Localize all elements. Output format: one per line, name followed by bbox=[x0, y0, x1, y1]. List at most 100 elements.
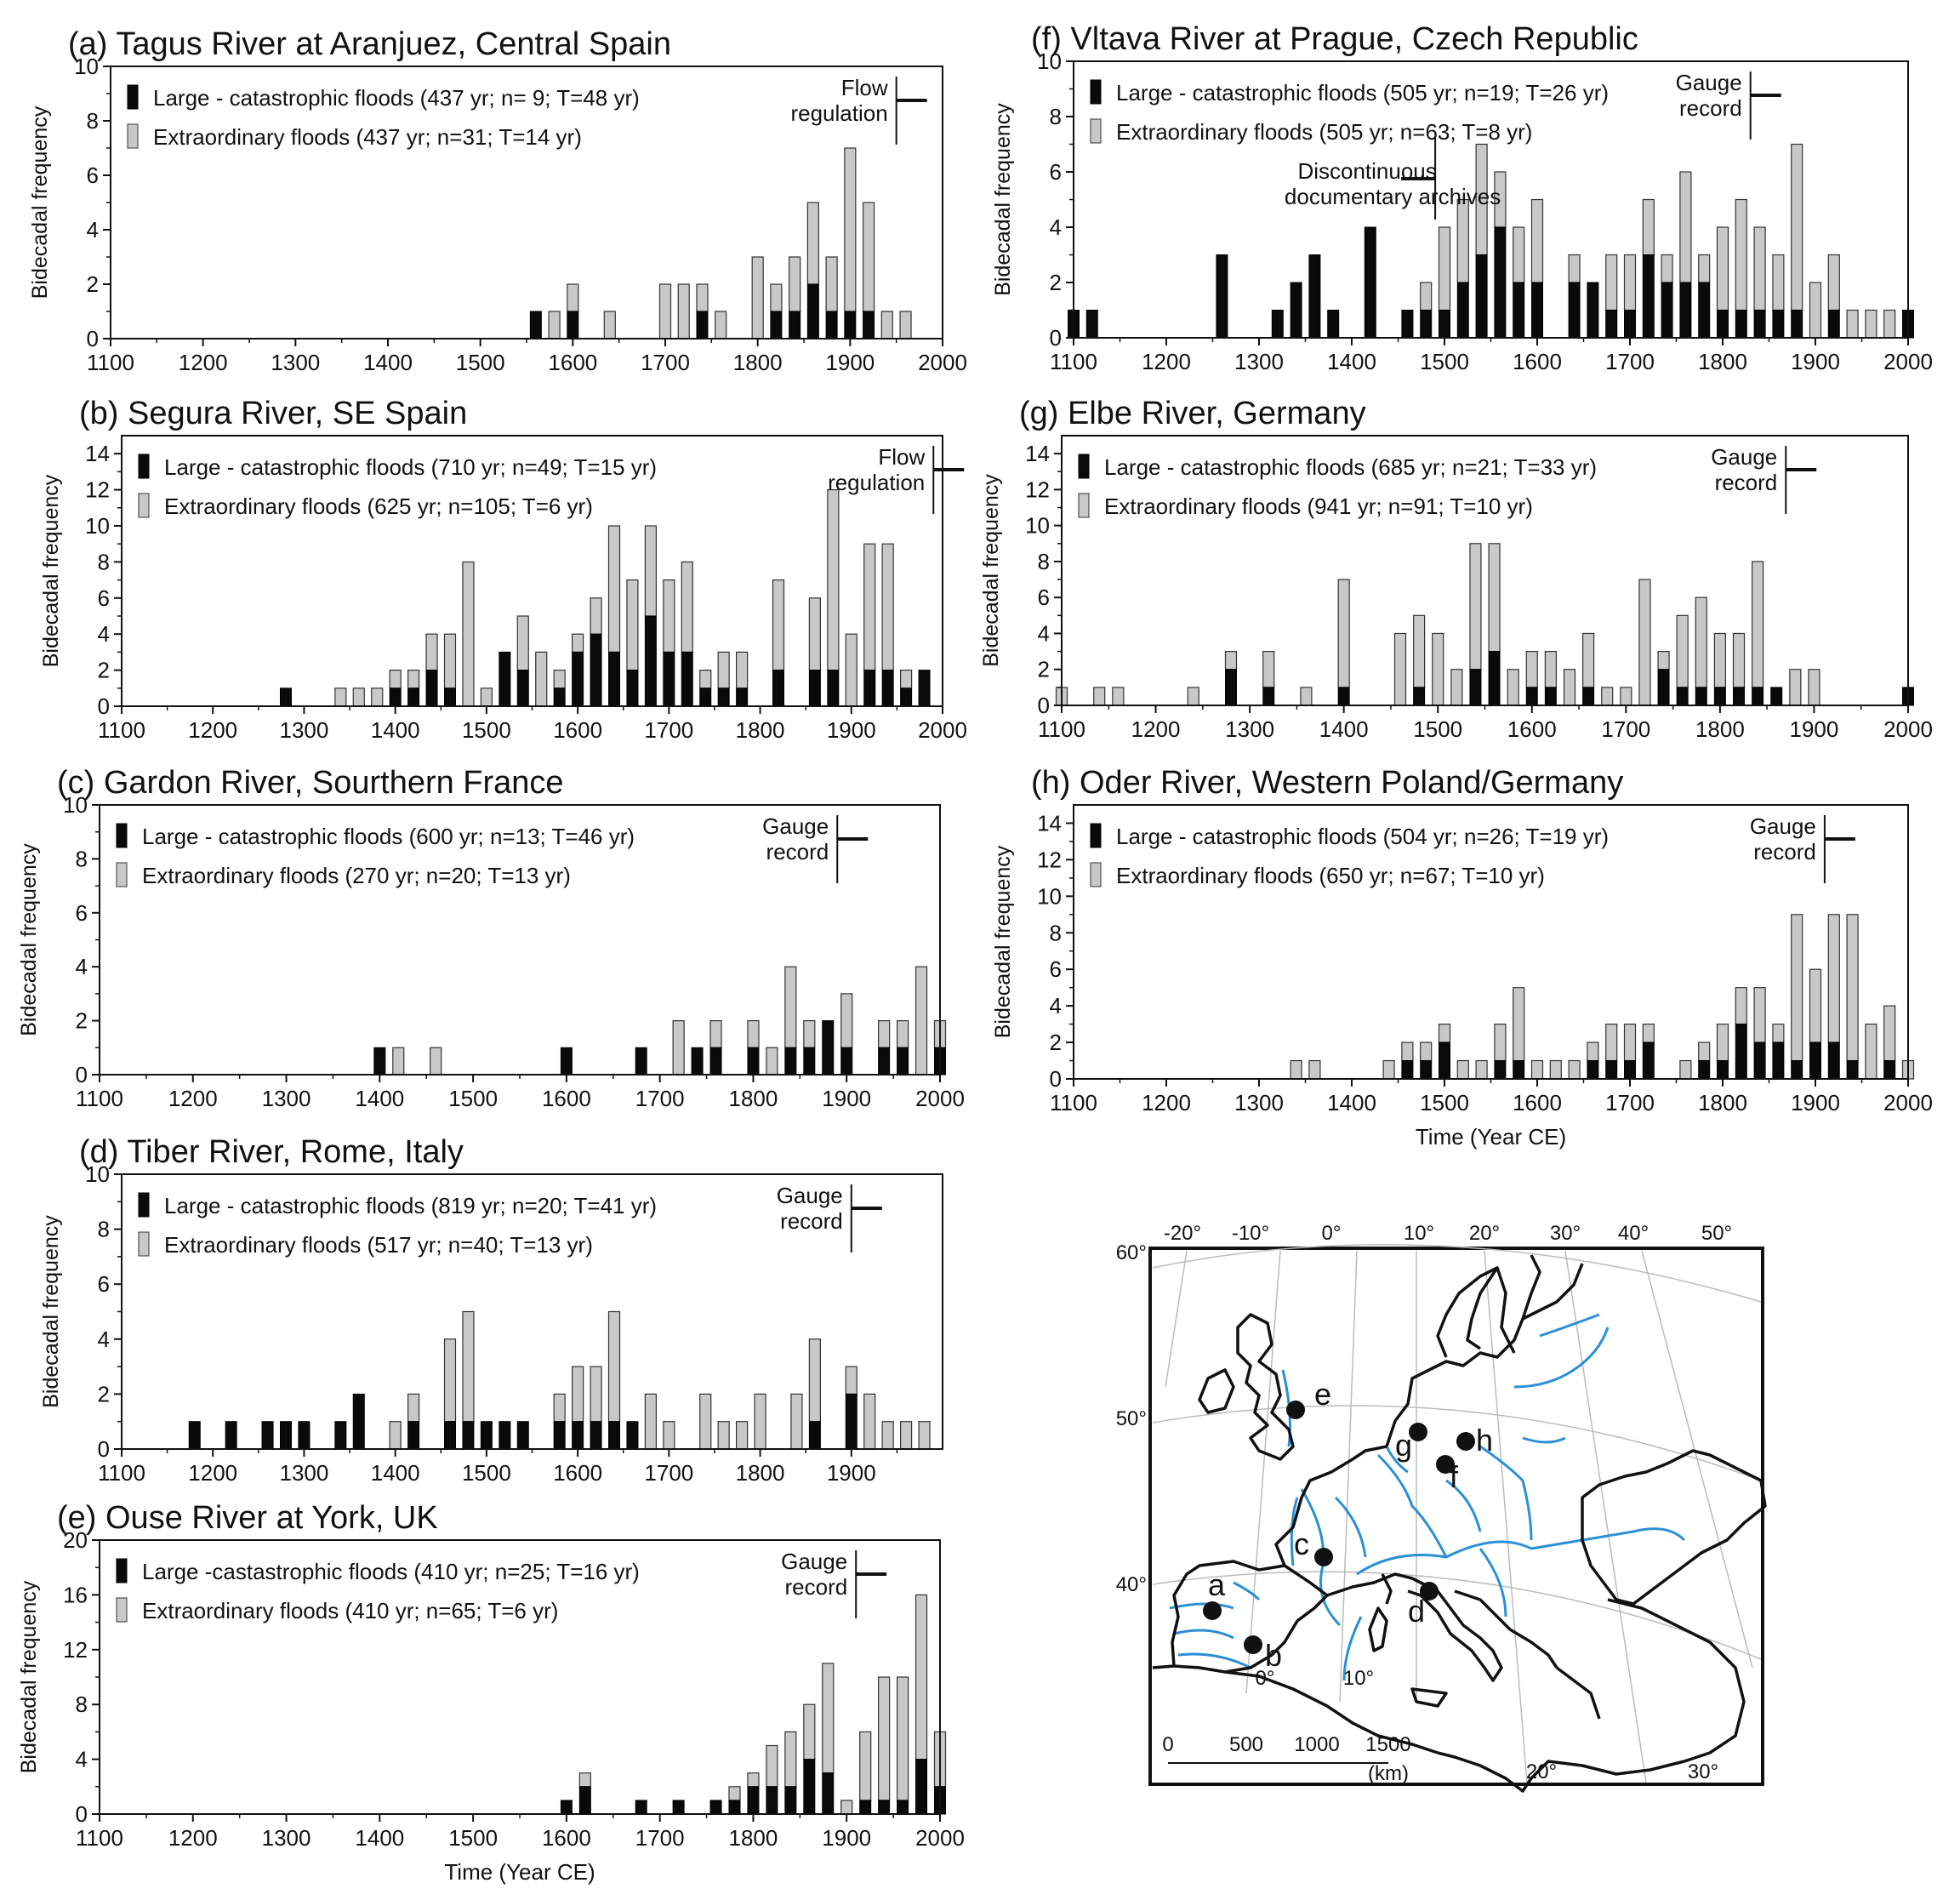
map-site-label: g bbox=[1395, 1428, 1412, 1463]
bar-large bbox=[1308, 254, 1321, 339]
x-tick-label: 1600 bbox=[553, 1460, 602, 1486]
x-tick-label: 1500 bbox=[448, 1086, 498, 1111]
bar-large bbox=[516, 670, 529, 707]
bar-large bbox=[1642, 1041, 1655, 1080]
bar-extraordinary bbox=[1623, 1023, 1637, 1062]
legend-swatch-large bbox=[127, 84, 139, 110]
bar-large bbox=[845, 1393, 858, 1450]
bar-large bbox=[1488, 651, 1501, 706]
bar-extraordinary bbox=[480, 688, 493, 707]
bar-extraordinary bbox=[392, 1047, 405, 1076]
y-tick-label: 0 bbox=[76, 1801, 88, 1827]
bar-extraordinary bbox=[1642, 1023, 1655, 1043]
marker-label: record bbox=[1715, 470, 1778, 495]
bar-extraordinary bbox=[425, 633, 438, 671]
bar-large bbox=[1401, 1060, 1414, 1080]
chart-title: (d) Tiber River, Rome, Italy bbox=[79, 1134, 464, 1170]
bar-extraordinary bbox=[1488, 543, 1501, 653]
map-site-label: e bbox=[1314, 1377, 1331, 1412]
x-tick-label: 1800 bbox=[1695, 716, 1745, 742]
x-tick-label: 1600 bbox=[548, 350, 597, 375]
bar-extraordinary bbox=[407, 1393, 420, 1423]
x-tick-label: 1200 bbox=[1142, 349, 1191, 374]
x-tick-label: 1700 bbox=[635, 1086, 685, 1111]
bar-large bbox=[1791, 310, 1803, 339]
bar-extraordinary bbox=[663, 1421, 675, 1450]
bar-large bbox=[553, 1421, 566, 1450]
bar-extraordinary bbox=[709, 1019, 722, 1048]
x-tick-label: 1300 bbox=[1225, 716, 1274, 742]
bar-large bbox=[626, 1421, 639, 1450]
y-axis-label: Bidecadal frequency bbox=[991, 845, 1015, 1038]
bar-large bbox=[407, 688, 420, 707]
map-lat-label: 60° bbox=[1116, 1241, 1147, 1264]
bar-extraordinary bbox=[1865, 309, 1877, 339]
y-tick-label: 0 bbox=[1050, 325, 1062, 351]
bar-extraordinary bbox=[822, 1663, 835, 1774]
y-axis-label: Bidecadal frequency bbox=[39, 1215, 63, 1408]
bar-extraordinary bbox=[1623, 254, 1637, 311]
x-tick-label: 1200 bbox=[1131, 716, 1181, 742]
bar-large bbox=[772, 670, 784, 707]
legend-swatch-large bbox=[1090, 79, 1102, 105]
map-site-a bbox=[1203, 1601, 1222, 1620]
bar-extraordinary bbox=[806, 202, 819, 285]
bar-large bbox=[1605, 310, 1618, 339]
y-tick-label: 2 bbox=[1038, 657, 1050, 682]
map-site-label: d bbox=[1408, 1594, 1425, 1629]
bar-extraordinary bbox=[863, 543, 876, 671]
bar-large bbox=[822, 1020, 835, 1076]
bar-large bbox=[747, 1047, 760, 1076]
y-tick-label: 8 bbox=[1050, 920, 1062, 945]
x-tick-label: 1600 bbox=[542, 1825, 591, 1851]
y-tick-label: 6 bbox=[76, 900, 88, 926]
x-tick-label: 1200 bbox=[1142, 1090, 1191, 1115]
bar-extraordinary bbox=[1456, 1059, 1469, 1080]
legend-label-extraordinary: Extraordinary floods (625 yr; n=105; T=6… bbox=[164, 494, 593, 519]
map-lon-label: 0° bbox=[1322, 1222, 1342, 1245]
map-site-d bbox=[1420, 1582, 1439, 1600]
bar-extraordinary bbox=[516, 615, 529, 671]
map-lon-label: 20° bbox=[1469, 1222, 1500, 1245]
x-tick-label: 1900 bbox=[827, 717, 876, 743]
bar-large bbox=[897, 1800, 909, 1815]
bar-extraordinary bbox=[462, 1310, 475, 1423]
bar-large bbox=[1544, 687, 1557, 706]
bar-large bbox=[1420, 1060, 1433, 1080]
marker-label: Gauge bbox=[1676, 70, 1742, 95]
bar-large bbox=[900, 688, 913, 707]
x-tick-label: 1400 bbox=[1327, 1090, 1376, 1115]
legend-label-extraordinary: Extraordinary floods (650 yr; n=67; T=10… bbox=[1116, 863, 1545, 888]
y-tick-label: 16 bbox=[63, 1582, 88, 1607]
bar-large bbox=[709, 1047, 722, 1076]
x-tick-label: 1700 bbox=[635, 1825, 685, 1851]
x-tick-label: 1500 bbox=[1420, 349, 1469, 374]
bar-extraordinary bbox=[1413, 614, 1426, 688]
bar-extraordinary bbox=[1549, 1059, 1562, 1080]
bar-extraordinary bbox=[717, 651, 730, 689]
bar-extraordinary bbox=[1809, 282, 1822, 339]
bar-extraordinary bbox=[770, 283, 783, 312]
y-tick-label: 0 bbox=[1050, 1066, 1062, 1092]
x-tick-label: 2000 bbox=[918, 350, 967, 375]
bar-extraordinary bbox=[1883, 309, 1896, 339]
bar-extraordinary bbox=[644, 1393, 657, 1450]
x-tick-label: 1600 bbox=[542, 1086, 591, 1111]
bar-extraordinary bbox=[443, 1338, 457, 1423]
bar-extraordinary bbox=[1438, 1023, 1451, 1043]
marker-label: regulation bbox=[790, 100, 887, 126]
x-tick-label: 1400 bbox=[371, 1460, 420, 1486]
bar-large bbox=[499, 1421, 511, 1450]
bar-large bbox=[1676, 687, 1689, 706]
legend-swatch-large bbox=[1090, 823, 1102, 848]
x-tick-label: 1300 bbox=[1234, 349, 1284, 374]
bar-large bbox=[1642, 254, 1655, 339]
bar-extraordinary bbox=[1544, 650, 1557, 688]
bar-extraordinary bbox=[572, 633, 584, 653]
x-tick-label: 1600 bbox=[1513, 349, 1562, 374]
x-tick-label: 2000 bbox=[1883, 349, 1933, 374]
bar-extraordinary bbox=[578, 1772, 591, 1788]
x-tick-label: 1900 bbox=[1791, 349, 1840, 374]
y-tick-label: 2 bbox=[1050, 1030, 1062, 1055]
bar-large bbox=[280, 1421, 292, 1450]
